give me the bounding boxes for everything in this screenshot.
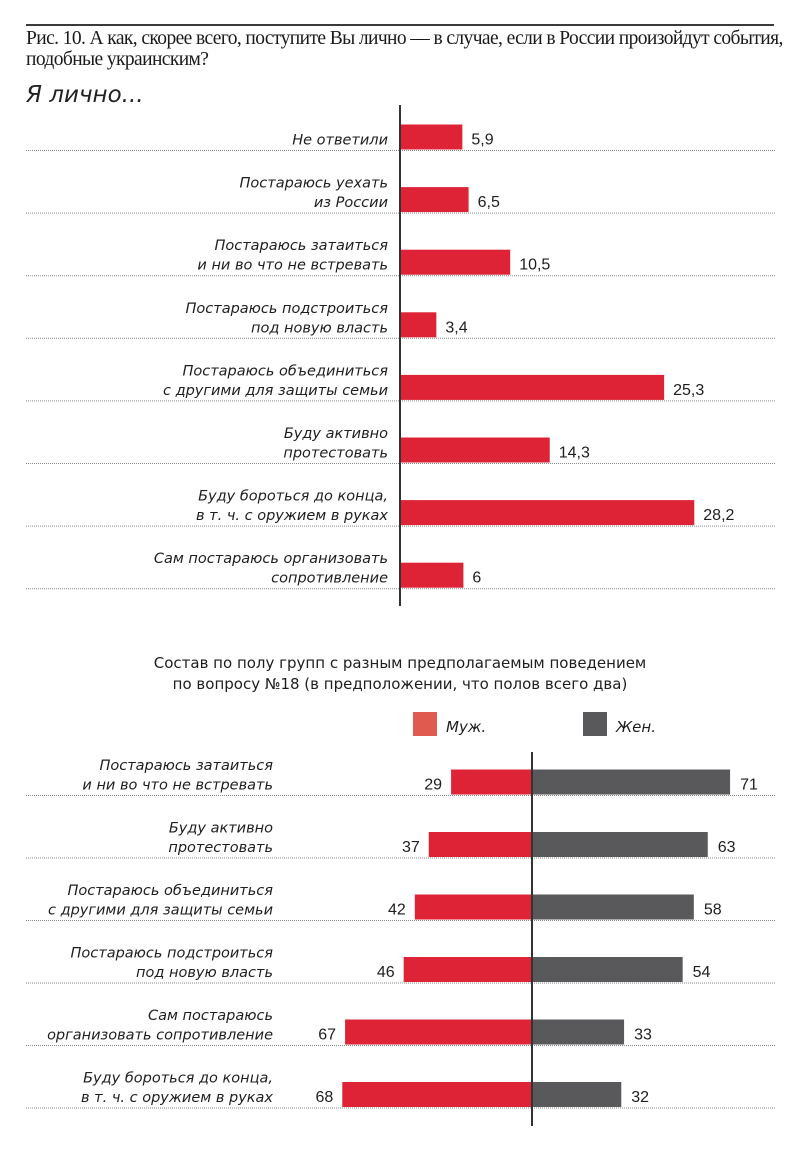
value-label-men: 29 bbox=[424, 777, 442, 794]
category-label: Постараюсь затаиться bbox=[99, 758, 273, 774]
category-label: Постараюсь подстроиться bbox=[71, 946, 274, 962]
value-label: 10,5 bbox=[519, 257, 550, 274]
value-label-men: 67 bbox=[318, 1027, 336, 1044]
category-label: Постараюсь уехать bbox=[240, 176, 388, 192]
chart-personal-behavior: 5,9 Не ответили 6,5 Постараюсь уехать из Рос… bbox=[26, 105, 776, 606]
value-label-women: 63 bbox=[718, 839, 736, 856]
category-label: протестовать bbox=[283, 446, 388, 462]
bar-women bbox=[532, 957, 683, 982]
bar bbox=[401, 312, 437, 338]
bar-row: 6,5 Постараюсь уехать из России bbox=[26, 176, 776, 214]
bar-women bbox=[532, 1019, 625, 1045]
legend-label-men: Муж. bbox=[446, 718, 486, 736]
category-label: Сам постараюсь bbox=[148, 1008, 273, 1024]
category-label: Буду бороться до конца, bbox=[83, 1071, 273, 1087]
value-label-women: 32 bbox=[631, 1089, 649, 1106]
value-label: 5,9 bbox=[471, 132, 493, 149]
bar bbox=[401, 124, 463, 150]
bar-women bbox=[532, 1082, 622, 1107]
bar bbox=[401, 374, 665, 400]
value-label: 25,3 bbox=[673, 382, 704, 399]
category-label: в т. ч. с оружием в руках bbox=[196, 508, 388, 524]
category-label: Постараюсь затаиться bbox=[214, 238, 388, 254]
bar-men bbox=[414, 894, 532, 920]
category-label: Постараюсь объединиться bbox=[182, 363, 388, 379]
bar-row: 10,5 Постараюсь затаиться и ни во что не в… bbox=[26, 238, 776, 277]
bar-women bbox=[532, 894, 694, 920]
value-label-men: 37 bbox=[402, 839, 420, 856]
bar-men bbox=[342, 1082, 532, 1107]
category-label: организовать сопротивление bbox=[47, 1028, 273, 1044]
top-rule bbox=[26, 24, 774, 26]
value-label-women: 54 bbox=[693, 964, 711, 981]
bar-row: 29 71 Постараюсь затаиться и ни во что не в… bbox=[26, 758, 776, 796]
bar bbox=[401, 437, 550, 463]
bar bbox=[401, 562, 464, 588]
category-label: Буду бороться до конца, bbox=[198, 489, 388, 505]
value-label: 28,2 bbox=[703, 507, 734, 524]
legend: Муж. Жен. bbox=[413, 712, 656, 736]
legend-label-women: Жен. bbox=[615, 718, 656, 736]
category-label: с другими для защиты семьи bbox=[48, 903, 273, 919]
category-label: Постараюсь объединиться bbox=[67, 883, 273, 899]
bar-row: 6 Сам постараюсь организовать сопротивлени… bbox=[26, 551, 776, 590]
bar-row: 37 63 Буду активно протестовать bbox=[26, 821, 776, 859]
category-label: в т. ч. с оружием в руках bbox=[81, 1090, 273, 1106]
category-label: Буду активно bbox=[169, 821, 273, 837]
bar bbox=[401, 249, 511, 275]
value-label-women: 58 bbox=[704, 902, 722, 919]
bar-row: 5,9 Не ответили bbox=[26, 124, 776, 151]
bar-row: 25,3 Постараюсь объединиться с другими для… bbox=[26, 363, 776, 402]
category-label: протестовать bbox=[168, 840, 273, 856]
category-label: Не ответили bbox=[292, 133, 388, 149]
bar-row: 68 32 Буду бороться до конца, в т. ч. с ору… bbox=[26, 1071, 776, 1109]
category-label: из России bbox=[314, 195, 388, 211]
bar-men bbox=[451, 769, 532, 795]
category-label: и ни во что не встревать bbox=[82, 778, 273, 794]
category-label: сопротивление bbox=[271, 571, 388, 587]
value-label: 6 bbox=[472, 570, 481, 587]
category-label: Постараюсь подстроиться bbox=[186, 301, 389, 317]
category-label: Буду активно bbox=[284, 426, 388, 442]
chart2-title-line: по вопросу №18 (в предположении, что пол… bbox=[173, 675, 628, 693]
figure-caption: Рис. 10. А как, скорее всего, поступите … bbox=[26, 28, 783, 70]
bar-row: 67 33 Сам постараюсь организовать сопротивл… bbox=[26, 1008, 776, 1046]
category-label: с другими для защиты семьи bbox=[163, 383, 388, 399]
value-label-men: 68 bbox=[315, 1089, 333, 1106]
category-label: под новую власть bbox=[251, 320, 388, 336]
value-label: 14,3 bbox=[559, 445, 590, 462]
category-label: и ни во что не встревать bbox=[197, 258, 388, 274]
chart2-title-line: Состав по полу групп с разным предполага… bbox=[154, 654, 647, 672]
bar-women bbox=[532, 769, 731, 795]
value-label-women: 71 bbox=[740, 777, 758, 794]
chart-subtitle: Я лично... bbox=[26, 82, 144, 108]
value-label: 6,5 bbox=[478, 194, 500, 211]
bar-row: 46 54 Постараюсь подстроиться под новую вла… bbox=[26, 946, 776, 984]
bar bbox=[401, 500, 695, 526]
bar bbox=[401, 187, 469, 213]
value-label: 3,4 bbox=[445, 319, 467, 336]
bar-row: 42 58 Постараюсь объединиться с другими для… bbox=[26, 883, 776, 921]
value-label-men: 42 bbox=[388, 902, 406, 919]
value-label-women: 33 bbox=[634, 1027, 652, 1044]
bar-men bbox=[428, 832, 532, 857]
legend-swatch-men bbox=[413, 712, 437, 736]
bar-men bbox=[345, 1019, 532, 1045]
category-label: под новую власть bbox=[136, 965, 273, 981]
category-label: Сам постараюсь организовать bbox=[154, 551, 388, 567]
legend-swatch-women bbox=[583, 712, 607, 736]
bar-men bbox=[403, 957, 532, 982]
bar-women bbox=[532, 832, 708, 857]
value-label-men: 46 bbox=[377, 964, 395, 981]
